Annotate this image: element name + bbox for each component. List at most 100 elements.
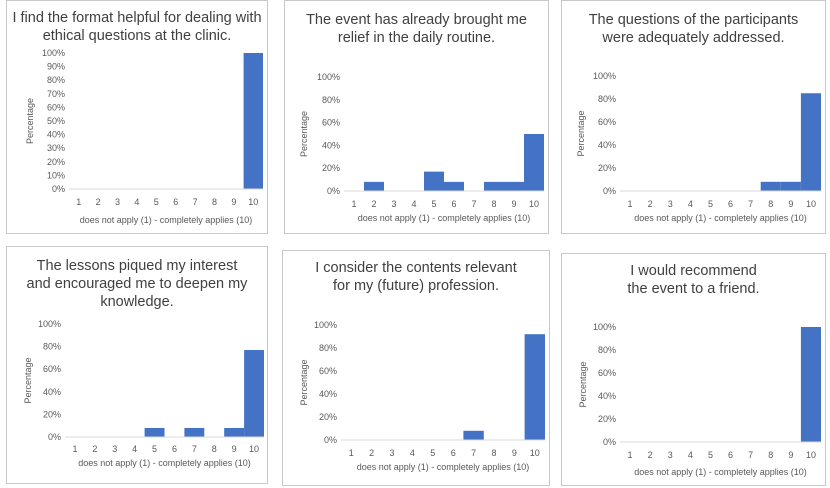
x-tick-label: 9	[788, 199, 793, 209]
x-tick-label: 9	[232, 444, 237, 454]
chart-panel-5: I consider the contents relevant for my …	[282, 250, 550, 486]
chart-title: The lessons piqued my interest and encou…	[26, 258, 248, 310]
chart-panel-4: The lessons piqued my interest and encou…	[6, 246, 268, 484]
bar	[364, 181, 384, 191]
x-tick-label: 8	[491, 199, 496, 209]
x-tick-label: 7	[748, 199, 753, 209]
chart-title: I would recommend the event to a friend.	[627, 263, 760, 297]
x-tick-label: 10	[530, 448, 540, 458]
bar	[184, 427, 205, 437]
y-axis-title: Percentage	[299, 111, 309, 157]
x-tick-label: 1	[349, 448, 354, 458]
y-axis-title: Percentage	[576, 110, 586, 156]
x-tick-label: 1	[628, 450, 633, 460]
y-axis-title: Percentage	[25, 98, 35, 144]
bar	[524, 334, 545, 440]
x-tick-label: 6	[173, 197, 178, 207]
y-tick-label: 40%	[598, 140, 616, 150]
x-axis-title: does not apply (1) - completely applies …	[358, 213, 531, 223]
x-tick-label: 1	[351, 199, 356, 209]
x-tick-label: 8	[212, 197, 217, 207]
y-tick-label: 20%	[47, 157, 65, 167]
x-tick-label: 5	[430, 448, 435, 458]
x-axis-title: does not apply (1) - completely applies …	[80, 215, 253, 225]
y-tick-label: 80%	[319, 343, 337, 353]
x-tick-label: 2	[648, 199, 653, 209]
y-tick-label: 0%	[52, 184, 65, 194]
y-tick-label: 20%	[598, 414, 616, 424]
y-tick-label: 80%	[598, 345, 616, 355]
x-tick-label: 9	[512, 448, 517, 458]
x-tick-label: 3	[115, 197, 120, 207]
y-tick-label: 60%	[322, 118, 340, 128]
x-tick-label: 4	[411, 199, 416, 209]
x-tick-label: 7	[192, 444, 197, 454]
x-tick-label: 8	[212, 444, 217, 454]
x-tick-label: 10	[249, 444, 259, 454]
y-tick-label: 20%	[322, 163, 340, 173]
chart-panel-6: I would recommend the event to a friend.…	[561, 253, 826, 486]
y-tick-label: 60%	[43, 364, 61, 374]
x-tick-label: 10	[806, 199, 816, 209]
y-tick-label: 100%	[42, 48, 65, 58]
bar	[484, 181, 504, 191]
x-tick-label: 7	[471, 448, 476, 458]
bar	[800, 93, 821, 191]
bar	[760, 181, 781, 191]
x-tick-label: 1	[628, 199, 633, 209]
y-tick-label: 80%	[47, 75, 65, 85]
x-tick-label: 7	[471, 199, 476, 209]
y-tick-label: 90%	[47, 62, 65, 72]
y-tick-label: 80%	[43, 342, 61, 352]
x-tick-label: 3	[112, 444, 117, 454]
y-tick-label: 100%	[317, 72, 340, 82]
chart-title: I find the format helpful for dealing wi…	[12, 10, 262, 44]
y-tick-label: 10%	[47, 170, 65, 180]
x-tick-label: 6	[728, 450, 733, 460]
x-tick-label: 10	[529, 199, 539, 209]
x-tick-label: 9	[788, 450, 793, 460]
y-tick-label: 60%	[598, 368, 616, 378]
y-tick-label: 60%	[47, 102, 65, 112]
y-tick-label: 50%	[47, 116, 65, 126]
x-tick-label: 2	[369, 448, 374, 458]
y-tick-label: 40%	[322, 140, 340, 150]
bar	[800, 327, 821, 442]
y-tick-label: 100%	[314, 320, 337, 330]
y-axis-title: Percentage	[578, 361, 588, 407]
chart-panel-3: The questions of the participants were a…	[561, 0, 826, 234]
y-tick-label: 70%	[47, 89, 65, 99]
y-tick-label: 60%	[319, 366, 337, 376]
x-tick-label: 6	[728, 199, 733, 209]
x-tick-label: 2	[371, 199, 376, 209]
x-tick-label: 8	[768, 199, 773, 209]
x-tick-label: 3	[391, 199, 396, 209]
y-tick-label: 0%	[603, 437, 616, 447]
y-tick-label: 40%	[47, 130, 65, 140]
bar	[224, 427, 245, 437]
y-tick-label: 40%	[319, 389, 337, 399]
y-tick-label: 20%	[598, 163, 616, 173]
x-tick-label: 8	[491, 448, 496, 458]
x-tick-label: 5	[708, 450, 713, 460]
x-tick-label: 10	[248, 197, 258, 207]
chart-svg: 0% 10% 20% 30% 40% 50% 60% 70% 80% 90% 100% 1 2 3 4 5 6 7…	[25, 48, 263, 225]
chart-title: The event has already brought me relief …	[306, 12, 527, 46]
bar	[244, 349, 264, 437]
x-tick-label: 2	[648, 450, 653, 460]
y-tick-label: 40%	[43, 387, 61, 397]
y-axis-title: Percentage	[299, 359, 309, 405]
y-tick-label: 0%	[603, 186, 616, 196]
x-axis-title: does not apply (1) - completely applies …	[634, 467, 807, 477]
x-tick-label: 8	[768, 450, 773, 460]
bar	[463, 430, 484, 440]
x-tick-label: 5	[431, 199, 436, 209]
x-tick-label: 5	[152, 444, 157, 454]
x-axis-title: does not apply (1) - completely applies …	[78, 458, 251, 468]
x-tick-label: 2	[96, 197, 101, 207]
y-tick-label: 100%	[38, 319, 61, 329]
